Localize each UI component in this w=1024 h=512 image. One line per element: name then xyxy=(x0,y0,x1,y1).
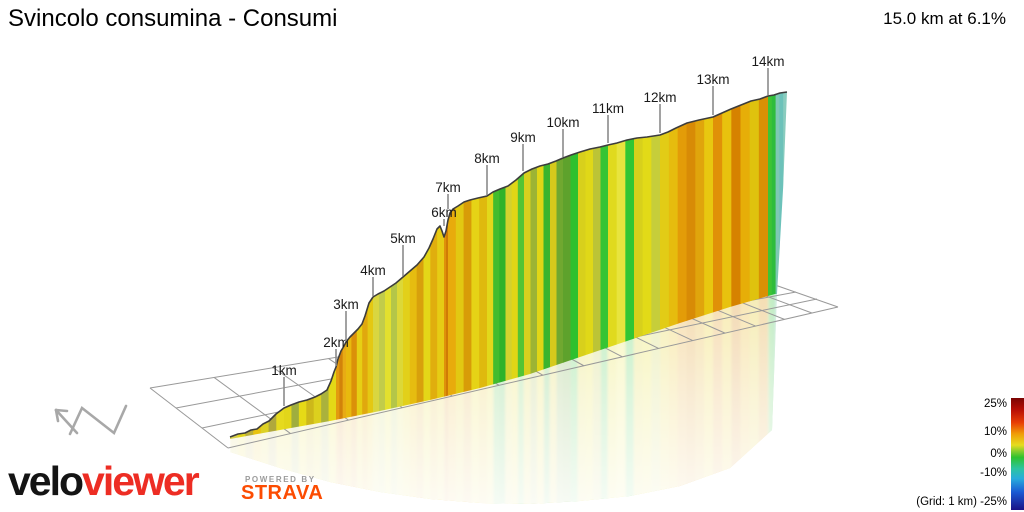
km-marker-label: 6km xyxy=(431,205,457,220)
elevation-outline xyxy=(229,91,788,438)
km-marker-label: 5km xyxy=(390,231,416,246)
legend-tick-0: 0% xyxy=(990,448,1007,460)
km-marker-label: 1km xyxy=(271,363,297,378)
km-marker-label: 10km xyxy=(546,115,579,130)
km-marker-label: 12km xyxy=(643,90,676,105)
powered-by-label: POWERED BY xyxy=(245,475,316,484)
km-marker-label: 14km xyxy=(751,54,784,69)
veloviewer-logo[interactable]: veloviewer xyxy=(8,458,200,504)
km-markers: 1km 2km 3km 4km 5km 6km 7km 8km 9km 10km 11km 12km 1… xyxy=(271,54,785,406)
km-marker-label: 9km xyxy=(510,130,536,145)
gradient-colorbar xyxy=(1011,398,1024,510)
veloviewer-logo-viewer: viewer xyxy=(82,458,200,504)
km-marker-label: 13km xyxy=(696,72,729,87)
strava-logo[interactable]: STRAVA xyxy=(241,482,324,504)
km-marker-label: 3km xyxy=(333,297,359,312)
legend-tick-n10: -10% xyxy=(980,467,1007,479)
ride-summary: 15.0 km at 6.1% xyxy=(883,9,1006,28)
legend-grid-note: (Grid: 1 km) -25% xyxy=(916,496,1007,508)
page-title: Svincolo consumina - Consumi xyxy=(8,5,338,32)
km-marker-label: 8km xyxy=(474,151,500,166)
north-arrow-icon xyxy=(54,404,128,436)
km-marker-label: 7km xyxy=(435,180,461,195)
km-marker-label: 11km xyxy=(592,101,624,116)
km-marker-label: 2km xyxy=(323,335,349,350)
km-marker-label: 4km xyxy=(360,263,386,278)
veloviewer-logo-velo: velo xyxy=(8,458,84,504)
legend-tick-25: 25% xyxy=(983,398,1007,410)
legend-tick-10: 10% xyxy=(983,426,1007,438)
